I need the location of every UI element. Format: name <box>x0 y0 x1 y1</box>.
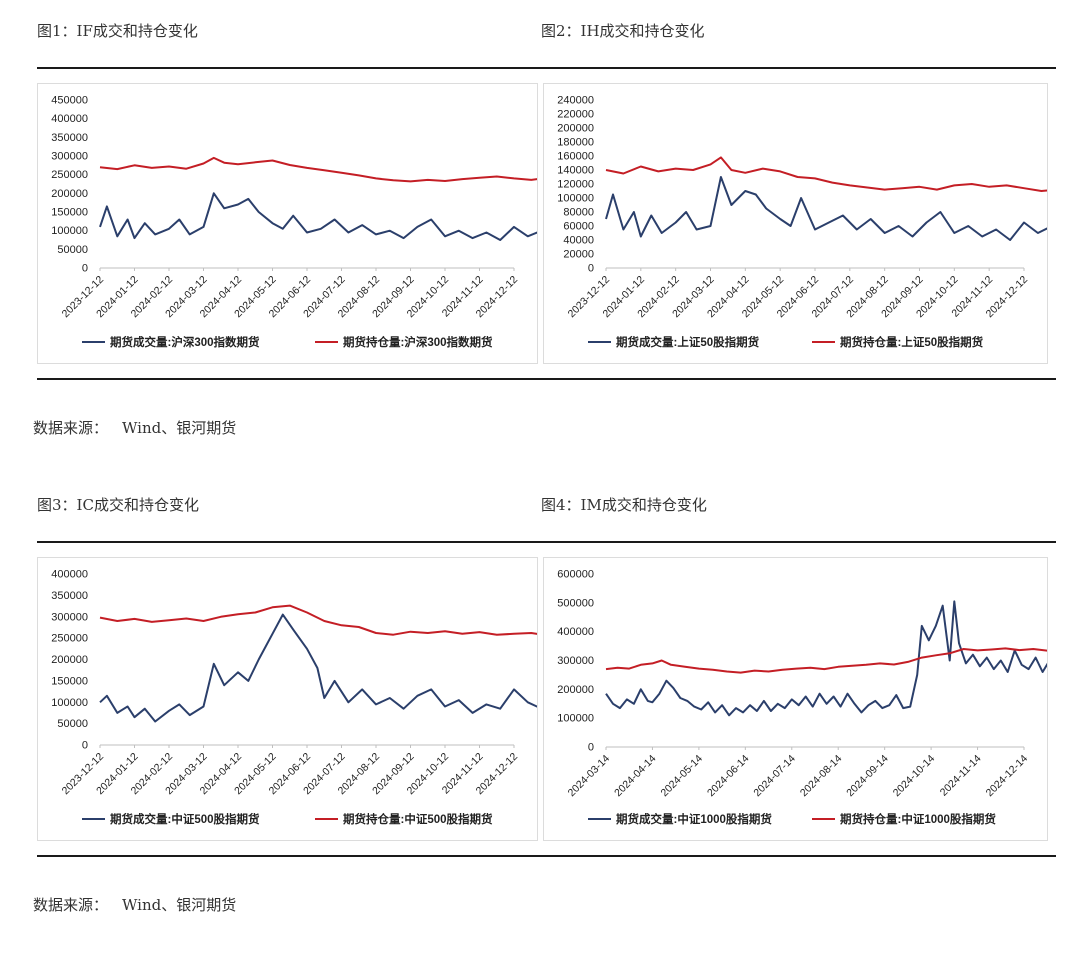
x-tick-label: 2024-05-14 <box>659 753 706 800</box>
y-tick-label: 450000 <box>51 95 88 107</box>
legend-label: 期货持仓量:上证50股指期货 <box>840 335 984 349</box>
x-tick-label: 2024-12-14 <box>984 753 1031 800</box>
chart-if: 0 50000 100000 150000 200000 250000 300000 3500… <box>37 83 538 364</box>
y-tick-label: 400000 <box>51 113 88 125</box>
data-source-2: 数据来源： Wind、银河期货 <box>33 894 236 915</box>
x-tick-label: 2024-07-14 <box>751 753 798 800</box>
y-tick-label: 40000 <box>563 235 594 247</box>
data-source-1: 数据来源： Wind、银河期货 <box>33 417 236 438</box>
section-top-rule-2 <box>37 541 1056 543</box>
y-tick-label: 400000 <box>557 626 594 638</box>
series-line-volume <box>99 192 537 241</box>
y-tick-label: 250000 <box>51 633 88 645</box>
figure-title-2: 图2：IH成交和持仓变化 <box>541 22 705 40</box>
y-tick-label: 400000 <box>51 569 88 581</box>
chart-if-svg: 0 50000 100000 150000 200000 250000 300000 3500… <box>51 95 537 349</box>
series-line-open-interest <box>99 156 537 183</box>
chart-ih: 0 20000 40000 60000 80000 100000 120000 140000 1… <box>543 83 1048 364</box>
y-tick-label: 240000 <box>557 95 594 107</box>
legend-label: 期货成交量:沪深300指数期货 <box>110 335 260 349</box>
y-tick-label: 140000 <box>557 165 594 177</box>
y-tick-label: 60000 <box>563 221 594 233</box>
series-line-open-interest <box>605 156 1047 192</box>
legend-label: 期货成交量:上证50股指期货 <box>616 335 760 349</box>
x-tick-label: 2024-08-14 <box>798 753 845 800</box>
y-tick-label: 150000 <box>51 675 88 687</box>
y-tick-label: 100000 <box>51 697 88 709</box>
x-tick-label: 2024-09-14 <box>844 753 891 800</box>
y-tick-label: 180000 <box>557 137 594 149</box>
y-tick-label: 20000 <box>563 249 594 261</box>
data-source-label: 数据来源： <box>33 896 109 914</box>
series-line-volume <box>605 176 1047 241</box>
series-line-open-interest <box>605 647 1047 674</box>
y-tick-label: 120000 <box>557 179 594 191</box>
x-tick-label: 2024-03-14 <box>566 753 613 800</box>
chart-im: 0 100000 200000 300000 400000 500000 600000 202… <box>543 557 1048 841</box>
y-tick-label: 0 <box>588 263 594 275</box>
y-tick-label: 150000 <box>51 207 88 219</box>
series-line-volume <box>605 600 1047 717</box>
y-tick-label: 80000 <box>563 207 594 219</box>
y-tick-label: 200000 <box>51 654 88 666</box>
y-tick-label: 300000 <box>51 151 88 163</box>
y-tick-label: 350000 <box>51 132 88 144</box>
figure-title-4: 图4：IM成交和持仓变化 <box>541 496 707 514</box>
data-source-value: Wind、银河期货 <box>122 896 237 914</box>
data-source-value: Wind、银河期货 <box>122 419 237 437</box>
y-tick-label: 200000 <box>557 684 594 696</box>
y-tick-label: 160000 <box>557 151 594 163</box>
x-tick-label: 2024-10-14 <box>891 753 938 800</box>
legend-label: 期货成交量:中证1000股指期货 <box>616 812 772 826</box>
y-tick-label: 100000 <box>557 193 594 205</box>
y-tick-label: 100000 <box>51 225 88 237</box>
y-tick-label: 100000 <box>557 713 594 725</box>
y-tick-label: 200000 <box>557 123 594 135</box>
y-tick-label: 50000 <box>57 718 88 730</box>
figure-title-3: 图3：IC成交和持仓变化 <box>37 496 199 514</box>
section-top-rule-1 <box>37 67 1056 69</box>
y-tick-label: 250000 <box>51 169 88 181</box>
figure-title-1: 图1：IF成交和持仓变化 <box>37 22 198 40</box>
y-tick-label: 0 <box>82 740 88 752</box>
y-tick-label: 220000 <box>557 109 594 121</box>
y-tick-label: 0 <box>588 742 594 754</box>
chart-ic: 0 50000 100000 150000 200000 250000 300000 3500… <box>37 557 538 841</box>
y-tick-label: 300000 <box>557 655 594 667</box>
y-tick-label: 0 <box>82 263 88 275</box>
legend-label: 期货成交量:中证500股指期货 <box>110 812 260 826</box>
chart-ic-svg: 0 50000 100000 150000 200000 250000 300000 3500… <box>51 569 537 826</box>
legend-label: 期货持仓量:中证500股指期货 <box>343 812 493 826</box>
y-tick-label: 200000 <box>51 188 88 200</box>
series-line-open-interest <box>99 604 537 636</box>
y-tick-label: 50000 <box>57 244 88 256</box>
section-bottom-rule-1 <box>37 378 1056 380</box>
chart-im-svg: 0 100000 200000 300000 400000 500000 600000 202… <box>557 569 1047 826</box>
y-tick-label: 300000 <box>51 611 88 623</box>
data-source-label: 数据来源： <box>33 419 109 437</box>
x-tick-label: 2024-06-14 <box>705 753 752 800</box>
series-line-volume <box>99 613 537 723</box>
y-tick-label: 350000 <box>51 590 88 602</box>
y-tick-label: 600000 <box>557 569 594 581</box>
x-tick-label: 2024-11-14 <box>938 753 984 799</box>
y-tick-label: 500000 <box>557 597 594 609</box>
section-bottom-rule-2 <box>37 855 1056 857</box>
legend-label: 期货持仓量:沪深300指数期货 <box>343 335 493 349</box>
legend-label: 期货持仓量:中证1000股指期货 <box>840 812 996 826</box>
chart-ih-svg: 0 20000 40000 60000 80000 100000 120000 140000 1… <box>557 95 1047 349</box>
x-tick-label: 2024-04-14 <box>612 753 659 800</box>
